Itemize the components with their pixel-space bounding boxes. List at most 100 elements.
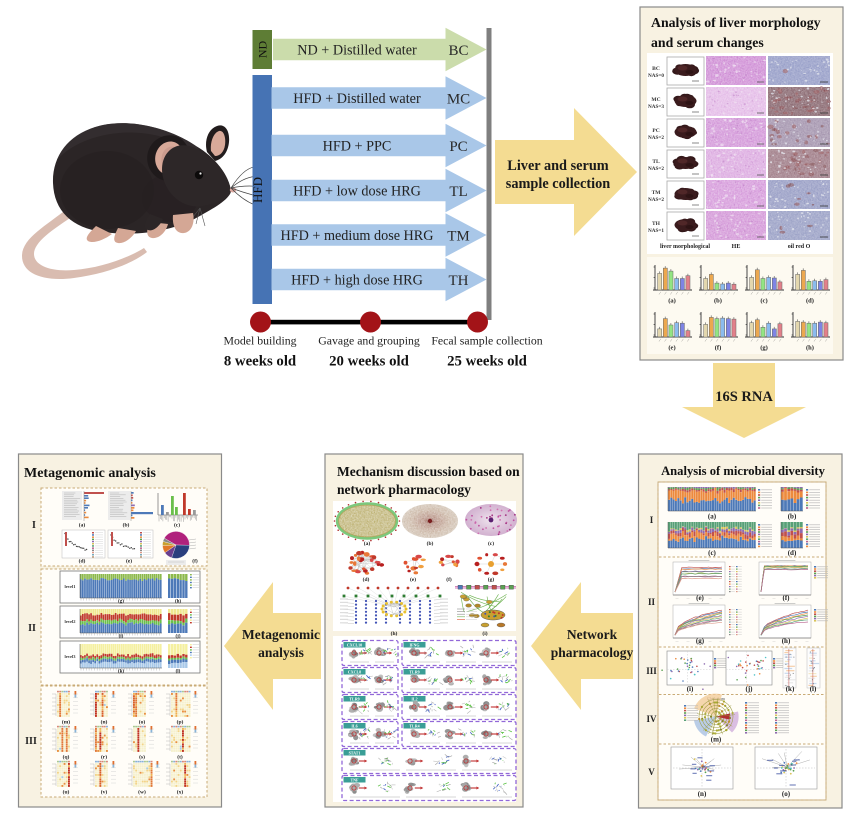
svg-text:(j): (j) xyxy=(746,685,754,693)
svg-text:(m): (m) xyxy=(62,719,70,726)
svg-text:—: — xyxy=(761,596,766,600)
svg-text:network pharmacology: network pharmacology xyxy=(337,482,471,497)
svg-text:Gavage and grouping: Gavage and grouping xyxy=(318,334,420,348)
svg-text:(e): (e) xyxy=(126,558,132,565)
svg-text:Mechanism discussion based on: Mechanism discussion based on xyxy=(337,464,520,479)
svg-text:TLR4: TLR4 xyxy=(409,723,419,728)
svg-text:level2: level2 xyxy=(65,619,77,624)
svg-text:—: — xyxy=(794,639,799,643)
svg-text:TLR9: TLR9 xyxy=(349,696,359,701)
svg-text:—: — xyxy=(805,639,810,643)
svg-text:(l): (l) xyxy=(176,670,181,675)
svg-text:(c): (c) xyxy=(708,549,716,557)
svg-text:∕: ∕ xyxy=(681,291,684,296)
svg-text:(l): (l) xyxy=(810,685,817,693)
svg-text:∕: ∕ xyxy=(779,338,782,343)
svg-text:II: II xyxy=(28,623,36,634)
svg-text:TM: TM xyxy=(447,228,470,244)
svg-text:CXCL10: CXCL10 xyxy=(347,642,362,647)
svg-text:—: — xyxy=(772,639,777,643)
svg-text:∕: ∕ xyxy=(704,338,707,343)
svg-text:HE: HE xyxy=(732,244,741,250)
svg-text:HFD + high dose HRG: HFD + high dose HRG xyxy=(291,272,423,288)
svg-text:∕: ∕ xyxy=(756,291,759,296)
svg-text:Fecal sample collection: Fecal sample collection xyxy=(431,334,542,348)
svg-text:∕: ∕ xyxy=(813,338,816,343)
svg-text:(b): (b) xyxy=(788,513,797,521)
svg-text:∕: ∕ xyxy=(773,291,776,296)
svg-text:∕: ∕ xyxy=(675,338,678,343)
svg-text:Liver and serum: Liver and serum xyxy=(507,158,608,174)
svg-text:HFD + medium dose HRG: HFD + medium dose HRG xyxy=(280,228,433,244)
svg-text:∕: ∕ xyxy=(808,291,811,296)
svg-text:(p): (p) xyxy=(177,719,184,726)
svg-text:(f): (f) xyxy=(715,345,722,352)
svg-text:(a): (a) xyxy=(708,513,717,521)
svg-text:∕: ∕ xyxy=(825,338,828,343)
svg-text:NAS=2: NAS=2 xyxy=(648,197,664,203)
svg-text:TM: TM xyxy=(652,190,662,196)
svg-text:IL2: IL2 xyxy=(411,696,417,701)
svg-text:(e): (e) xyxy=(410,576,416,583)
svg-text:HFD: HFD xyxy=(250,177,265,203)
svg-text:∕: ∕ xyxy=(664,338,667,343)
svg-text:pharmacology: pharmacology xyxy=(551,645,634,660)
svg-text:liver morphological: liver morphological xyxy=(660,244,710,250)
svg-text:∕: ∕ xyxy=(658,291,661,296)
svg-text:III: III xyxy=(646,666,657,676)
svg-text:—: — xyxy=(794,596,799,600)
svg-text:∕: ∕ xyxy=(808,338,811,343)
svg-text:∕: ∕ xyxy=(813,291,816,296)
svg-text:∕: ∕ xyxy=(802,338,805,343)
svg-text:ND: ND xyxy=(256,41,270,59)
svg-text:∕: ∕ xyxy=(687,291,690,296)
svg-text:(g): (g) xyxy=(488,576,495,583)
svg-text:NAS=2: NAS=2 xyxy=(648,135,664,141)
svg-text:(u): (u) xyxy=(63,789,70,796)
svg-text:∕: ∕ xyxy=(727,338,730,343)
svg-text:(c): (c) xyxy=(174,522,180,529)
svg-text:(d): (d) xyxy=(806,298,814,305)
svg-text:TL: TL xyxy=(449,184,467,200)
svg-text:(n): (n) xyxy=(101,719,108,726)
svg-text:∕: ∕ xyxy=(658,338,661,343)
svg-text:—: — xyxy=(761,639,766,643)
svg-text:(g): (g) xyxy=(118,600,124,605)
svg-text:(h): (h) xyxy=(782,637,791,645)
svg-text:(e): (e) xyxy=(696,594,704,602)
svg-text:(f): (f) xyxy=(192,558,198,565)
svg-text:—: — xyxy=(783,596,788,600)
svg-text:CXCL8: CXCL8 xyxy=(348,669,361,674)
svg-text:(s): (s) xyxy=(139,754,145,761)
svg-text:∕: ∕ xyxy=(733,291,736,296)
svg-text:∕: ∕ xyxy=(750,338,753,343)
svg-text:(a): (a) xyxy=(364,540,371,547)
svg-text:Metagenomic analysis: Metagenomic analysis xyxy=(24,466,156,481)
svg-text:(i): (i) xyxy=(119,635,124,640)
svg-text:(a): (a) xyxy=(668,298,676,305)
svg-text:—: — xyxy=(783,639,788,643)
svg-text:∕: ∕ xyxy=(767,338,770,343)
svg-text:∕: ∕ xyxy=(796,291,799,296)
svg-text:(d): (d) xyxy=(79,558,86,565)
svg-text:—: — xyxy=(805,596,810,600)
svg-text:NAS=2: NAS=2 xyxy=(648,166,664,172)
svg-text:—: — xyxy=(708,596,713,600)
svg-text:(k): (k) xyxy=(118,670,124,675)
svg-text:(a): (a) xyxy=(79,522,86,529)
svg-text:(c): (c) xyxy=(488,540,494,547)
svg-text:∕: ∕ xyxy=(756,338,759,343)
svg-text:TNF: TNF xyxy=(351,777,360,782)
svg-text:HFD + Distilled water: HFD + Distilled water xyxy=(293,91,421,107)
svg-text:∕: ∕ xyxy=(733,338,736,343)
svg-text:∕: ∕ xyxy=(727,291,730,296)
svg-text:—: — xyxy=(686,639,691,643)
svg-text:∕: ∕ xyxy=(802,291,805,296)
svg-text:IV: IV xyxy=(646,714,657,724)
svg-text:(v): (v) xyxy=(101,789,108,796)
svg-text:(n): (n) xyxy=(698,790,707,798)
svg-text:16S RNA: 16S RNA xyxy=(715,389,773,405)
svg-text:∕: ∕ xyxy=(750,291,753,296)
svg-text:TL: TL xyxy=(652,159,660,165)
svg-text:∕: ∕ xyxy=(710,291,713,296)
